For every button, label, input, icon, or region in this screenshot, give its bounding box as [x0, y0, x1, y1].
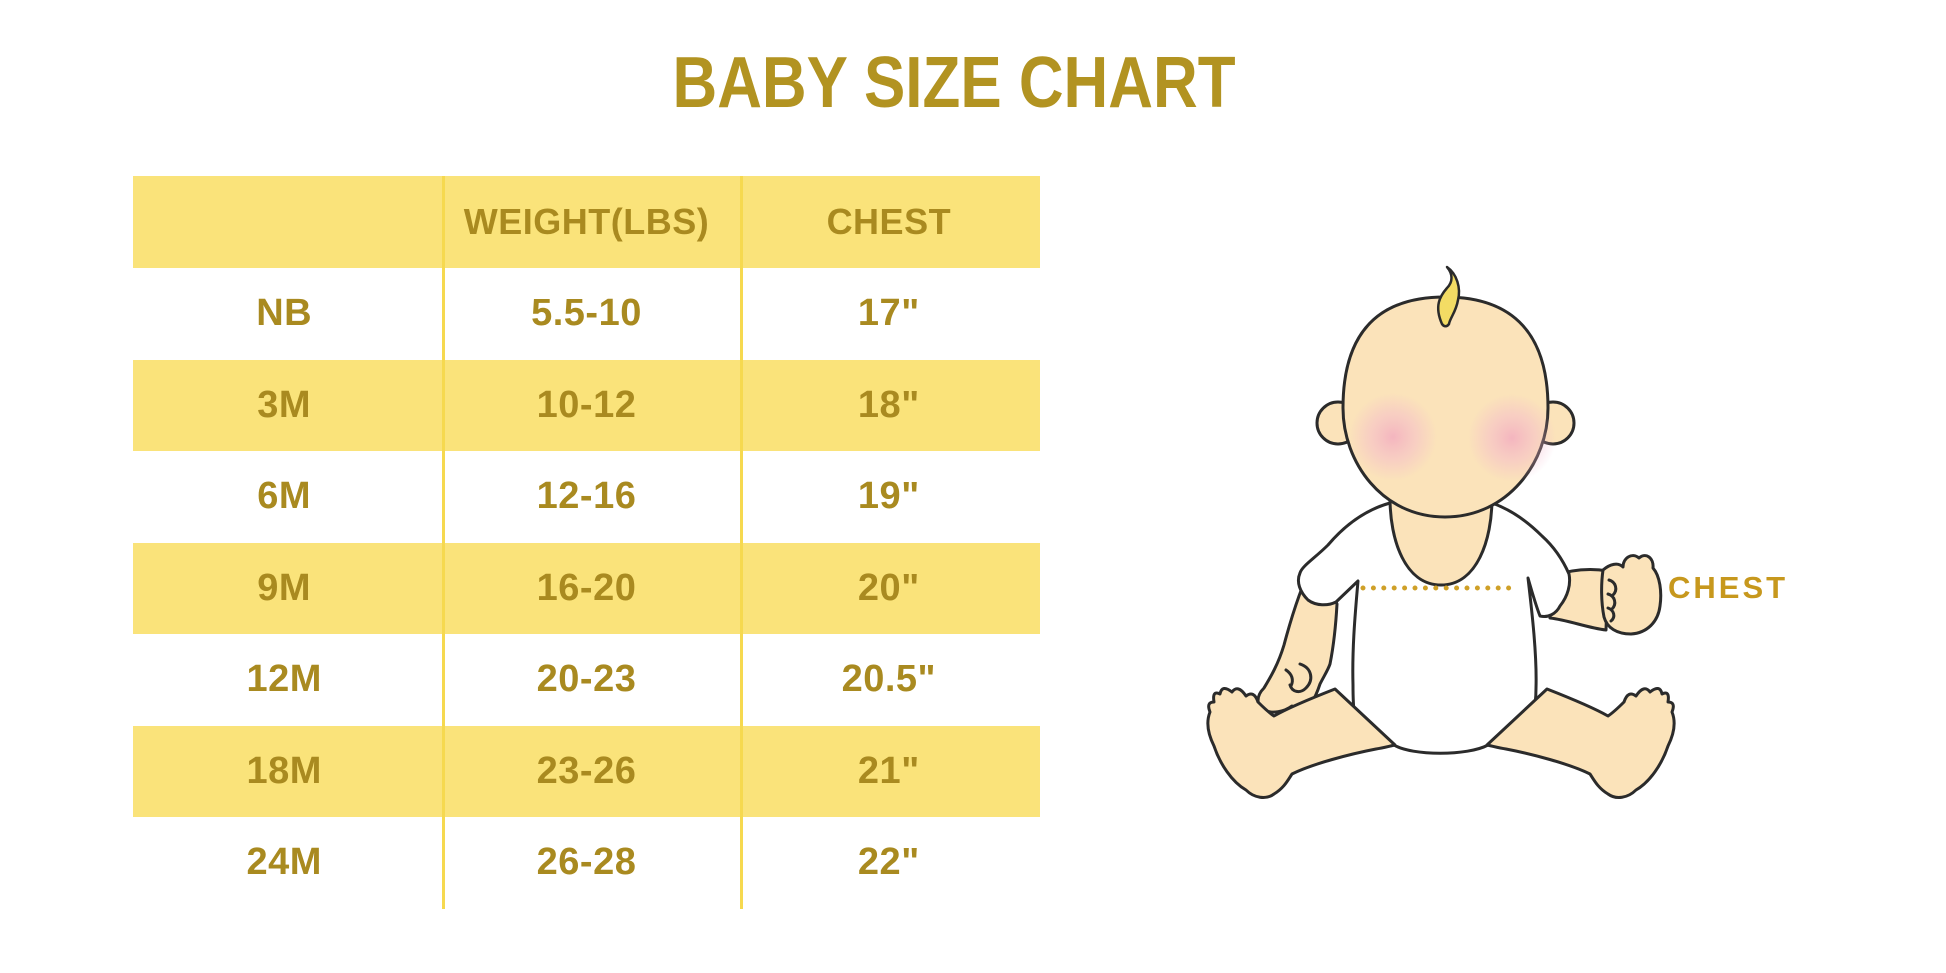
- weight-cell: 20-23: [536, 658, 637, 701]
- column-divider: [442, 176, 445, 909]
- table-row: NB 5.5-10 17": [133, 268, 1040, 360]
- baby-illustration: [1206, 265, 1676, 799]
- chest-cell: 21": [857, 749, 920, 792]
- weight-cell: 5.5-10: [531, 292, 642, 335]
- weight-cell: 23-26: [536, 749, 637, 792]
- chest-cell: 20": [857, 566, 920, 609]
- table-row: 3M 10-12 18": [133, 359, 1040, 451]
- size-cell: NB: [256, 292, 313, 335]
- header-weight-cell: WEIGHT(LBS): [463, 201, 710, 242]
- size-cell: 12M: [246, 658, 322, 701]
- size-cell: 3M: [257, 383, 312, 426]
- size-table: WEIGHT(LBS) CHEST NB 5.5-10 17" 3M 10-12…: [133, 176, 1040, 909]
- baby-left-cheek-blush: [1349, 393, 1437, 481]
- table-row: 9M 16-20 20": [133, 542, 1040, 634]
- table-header-row: WEIGHT(LBS) CHEST: [133, 176, 1040, 268]
- chest-cell: 18": [857, 383, 920, 426]
- header-chest-cell: CHEST: [826, 201, 952, 242]
- baby-hair-tuft-icon: [1436, 265, 1461, 328]
- size-cell: 18M: [246, 749, 322, 792]
- chest-cell: 17": [857, 292, 920, 335]
- page-title: BABY SIZE CHART: [672, 43, 1236, 123]
- weight-cell: 10-12: [536, 383, 637, 426]
- table-row: 18M 23-26 21": [133, 725, 1040, 817]
- size-cell: 9M: [257, 566, 312, 609]
- baby-legs: [1206, 687, 1676, 799]
- header-size-cell: [133, 176, 435, 268]
- column-divider: [740, 176, 743, 909]
- chest-label: CHEST: [1668, 570, 1789, 605]
- size-cell: 24M: [246, 841, 322, 884]
- baby-right-cheek-blush: [1468, 394, 1556, 482]
- chest-cell: 19": [857, 475, 920, 518]
- chest-cell: 20.5": [841, 658, 937, 701]
- table-row: 24M 26-28 22": [133, 817, 1040, 909]
- weight-cell: 12-16: [536, 475, 637, 518]
- chest-cell: 22": [857, 841, 920, 884]
- size-cell: 6M: [257, 475, 312, 518]
- weight-cell: 26-28: [536, 841, 637, 884]
- weight-cell: 16-20: [536, 566, 637, 609]
- table-row: 12M 20-23 20.5": [133, 634, 1040, 726]
- table-row: 6M 12-16 19": [133, 451, 1040, 543]
